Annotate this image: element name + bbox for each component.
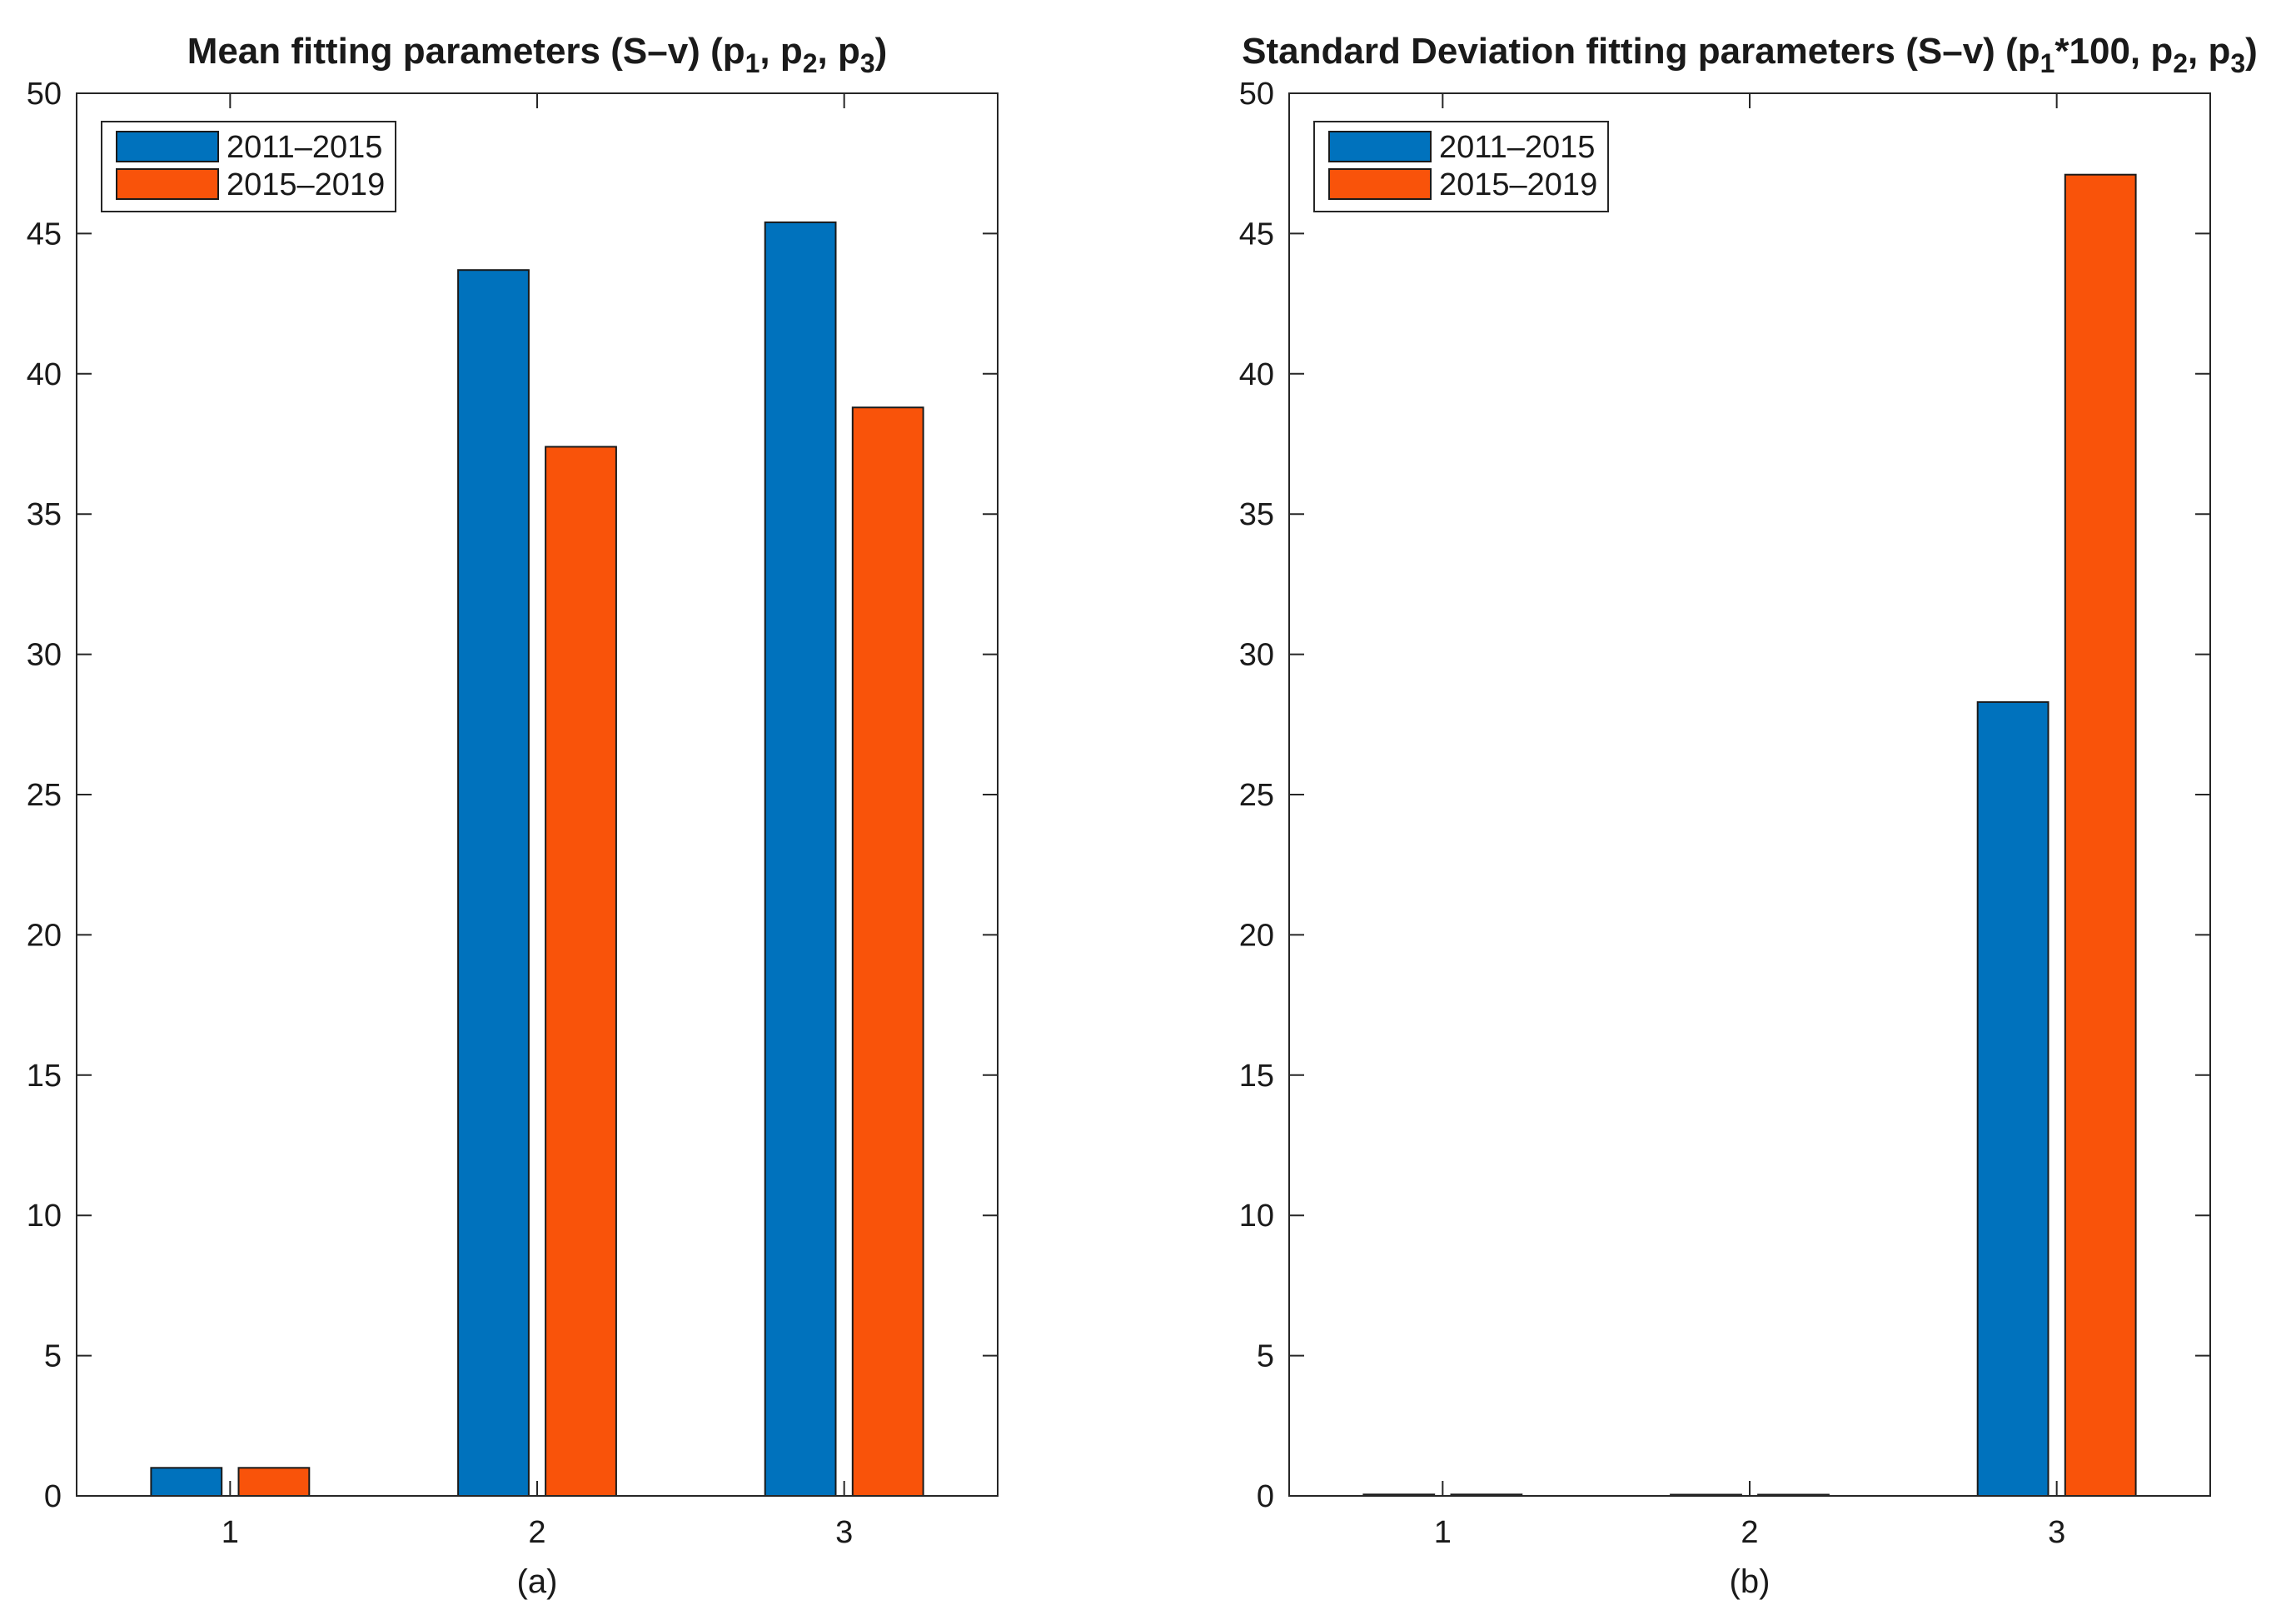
- x-tick-label: 2: [1741, 1515, 1758, 1550]
- y-tick-label: 40: [27, 357, 62, 392]
- y-tick-label: 30: [27, 638, 62, 673]
- y-tick-label: 10: [1239, 1199, 1274, 1234]
- y-tick-label: 15: [1239, 1059, 1274, 1094]
- legend-swatch-series2: [116, 168, 219, 200]
- legend-label-series1: 2011–2015: [1439, 130, 1595, 165]
- x-tick-label: 3: [2048, 1515, 2065, 1550]
- bar-series2-cat3: [2064, 173, 2137, 1498]
- y-tick-label: 50: [1239, 77, 1274, 112]
- plot-area: [77, 93, 998, 1496]
- y-tick-label: 25: [27, 778, 62, 813]
- legend-swatch-series1: [1328, 131, 1432, 162]
- chart-title: Standard Deviation fitting parameters (S…: [1242, 31, 2258, 78]
- y-tick-label: 10: [27, 1199, 62, 1234]
- legend-swatch-series1: [116, 131, 219, 162]
- legend-label-series1: 2011–2015: [227, 130, 382, 165]
- y-tick-label: 40: [1239, 357, 1274, 392]
- y-tick-label: 35: [1239, 497, 1274, 532]
- x-tick-label: 2: [528, 1515, 545, 1550]
- bar-series2-cat1: [237, 1467, 311, 1498]
- y-tick-label: 0: [1257, 1479, 1274, 1514]
- x-tick-label: 1: [1434, 1515, 1452, 1550]
- bar-series1-cat3: [1976, 700, 2049, 1497]
- chart-caption: (b): [1730, 1563, 1771, 1600]
- chart-title: Mean fitting parameters (S–v) (p1, p2, p…: [187, 31, 888, 78]
- chart-a: Mean fitting parameters (S–v) (p1, p2, p…: [27, 31, 999, 1600]
- y-tick-label: 25: [1239, 778, 1274, 813]
- x-tick-label: 1: [222, 1515, 239, 1550]
- legend-label-series2: 2015–2019: [227, 167, 385, 202]
- y-tick-label: 35: [27, 497, 62, 532]
- legend-label-series2: 2015–2019: [1439, 167, 1597, 202]
- y-tick-label: 30: [1239, 638, 1274, 673]
- y-tick-label: 20: [27, 918, 62, 953]
- y-tick-label: 5: [1257, 1339, 1274, 1374]
- x-tick-label: 3: [835, 1515, 853, 1550]
- bar-series1-cat1: [150, 1467, 223, 1498]
- y-tick-label: 45: [27, 217, 62, 252]
- y-tick-label: 0: [44, 1479, 62, 1514]
- plot-area: [1289, 93, 2210, 1496]
- chart-b: Standard Deviation fitting parameters (S…: [1239, 31, 2258, 1600]
- chart-caption: (a): [517, 1563, 558, 1600]
- legend-swatch-series2: [1328, 168, 1432, 200]
- y-tick-label: 50: [27, 77, 62, 112]
- y-tick-label: 15: [27, 1059, 62, 1094]
- y-tick-label: 5: [44, 1339, 62, 1374]
- y-tick-label: 20: [1239, 918, 1274, 953]
- bar-series2-cat2: [545, 446, 617, 1497]
- bar-series1-cat2: [457, 269, 530, 1498]
- bar-series1-cat3: [764, 221, 837, 1497]
- bar-series2-cat3: [851, 406, 924, 1498]
- y-tick-label: 45: [1239, 217, 1274, 252]
